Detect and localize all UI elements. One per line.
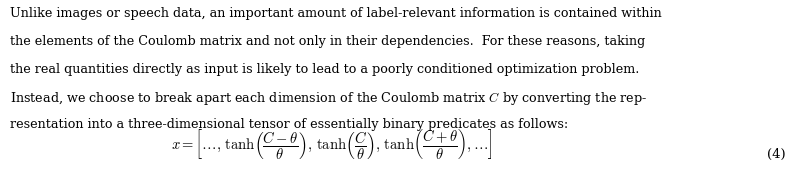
Text: (4): (4) [767,148,786,161]
Text: resentation into a three-dimensional tensor of essentially binary predicates as : resentation into a three-dimensional ten… [10,118,569,131]
Text: Instead, we choose to break apart each dimension of the Coulomb matrix $C$ by co: Instead, we choose to break apart each d… [10,90,648,107]
Text: $x = \left[\ldots,\,\tanh\!\left(\dfrac{C-\theta}{\theta}\right),\,\tanh\!\left(: $x = \left[\ldots,\,\tanh\!\left(\dfrac{… [171,127,493,161]
Text: the elements of the Coulomb matrix and not only in their dependencies.  For thes: the elements of the Coulomb matrix and n… [10,35,646,48]
Text: the real quantities directly as input is likely to lead to a poorly conditioned : the real quantities directly as input is… [10,63,640,76]
Text: Unlike images or speech data, an important amount of label-relevant information : Unlike images or speech data, an importa… [10,7,662,20]
